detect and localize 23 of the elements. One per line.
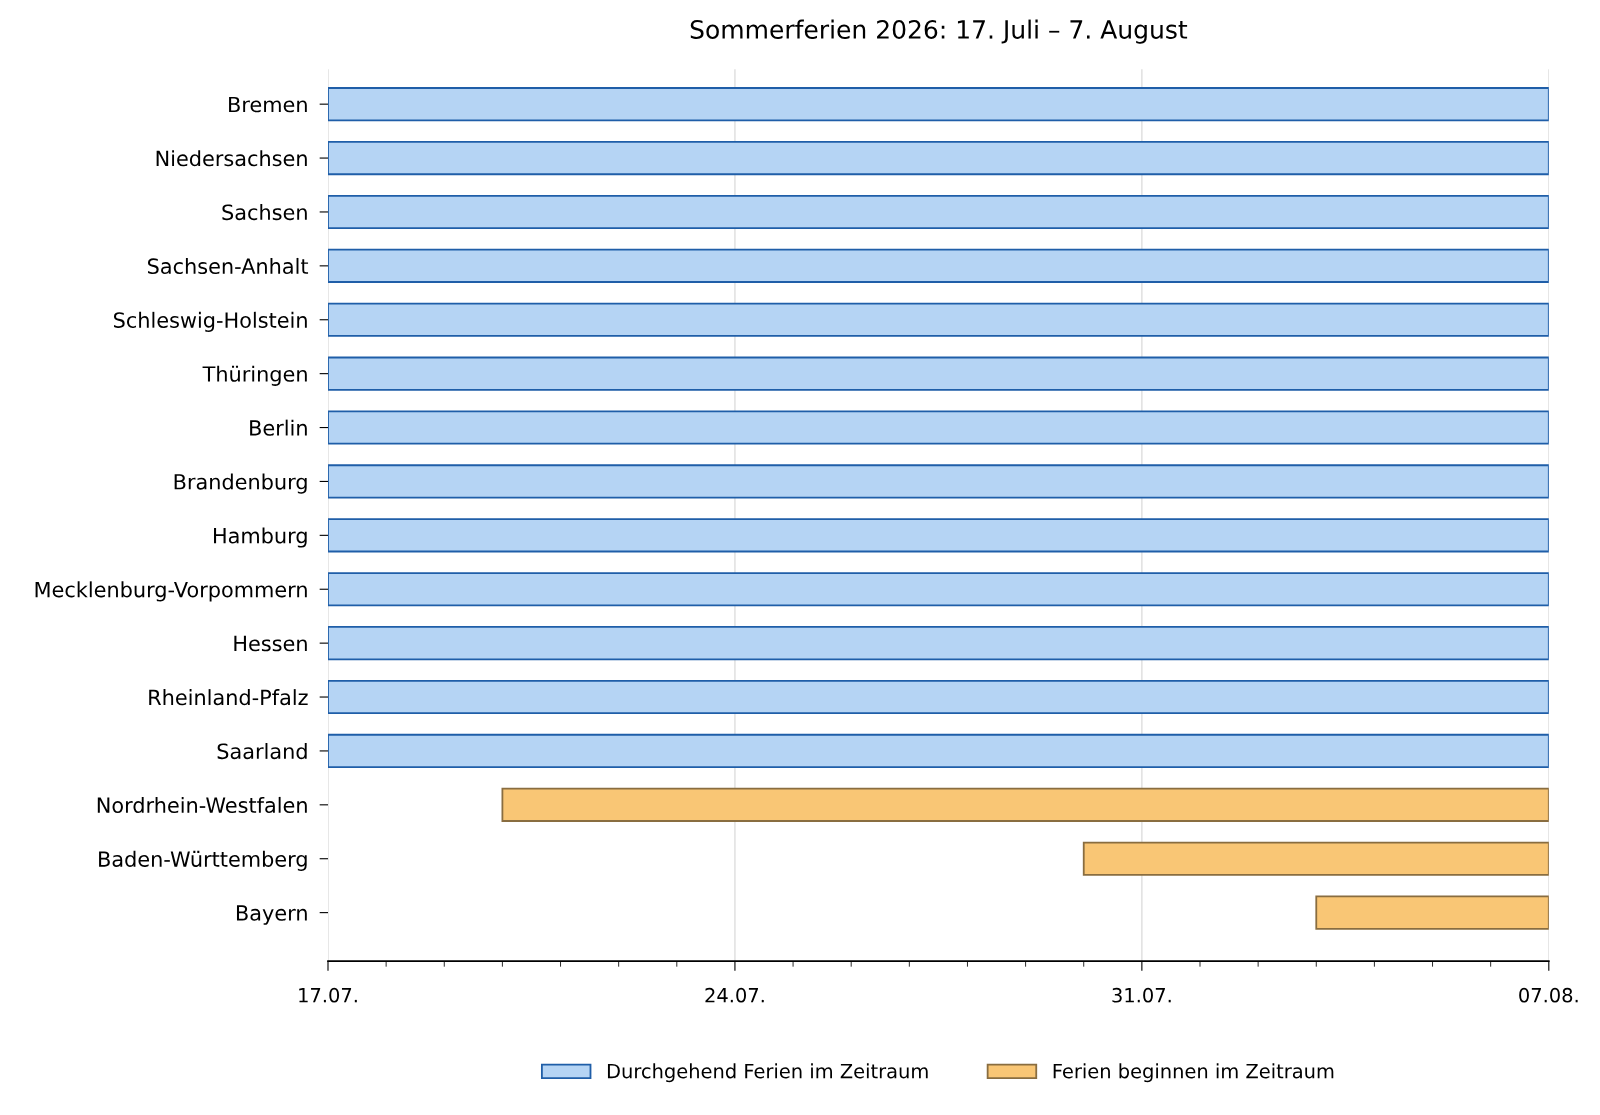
chart-title: Sommerferien 2026: 17. Juli – 7. August [690, 19, 1188, 44]
y-tick-label: Hessen [234, 635, 307, 652]
y-tick-label: Hamburg [214, 527, 307, 548]
y-tick-label: Brandenburg [174, 473, 307, 494]
y-tick-label: Rheinland-Pfalz [149, 689, 308, 706]
y-tick-label: Nordrhein-Westfalen [97, 796, 307, 814]
y-tick-label: Sachsen-Anhalt [147, 257, 309, 275]
x-tick-label: 17.07. [299, 987, 357, 1003]
y-tick-label: Bremen [229, 96, 307, 113]
y-tick-label: Bayern [236, 905, 307, 925]
y-tick-label: Thüringen [202, 365, 307, 386]
x-tick-label: 31.07. [1112, 987, 1171, 1003]
y-tick-label: Niedersachsen [156, 150, 307, 167]
y-tick-label: Schleswig-Holstein [113, 311, 307, 332]
y-tick-label: Berlin [250, 419, 307, 436]
legend-label: Durchgehend Ferien im Zeitraum [607, 1063, 928, 1083]
y-tick-label: Saarland [217, 743, 307, 760]
y-tick-label: Mecklenburg-Vorpommern [35, 581, 307, 602]
y-tick-label: Baden-Württemberg [99, 850, 307, 871]
y-tick-label: Sachsen [222, 204, 307, 221]
legend-label: Ferien beginnen im Zeitraum [1053, 1063, 1334, 1083]
x-tick-label: 07.08. [1519, 987, 1578, 1003]
x-tick-label: 24.07. [705, 987, 764, 1003]
